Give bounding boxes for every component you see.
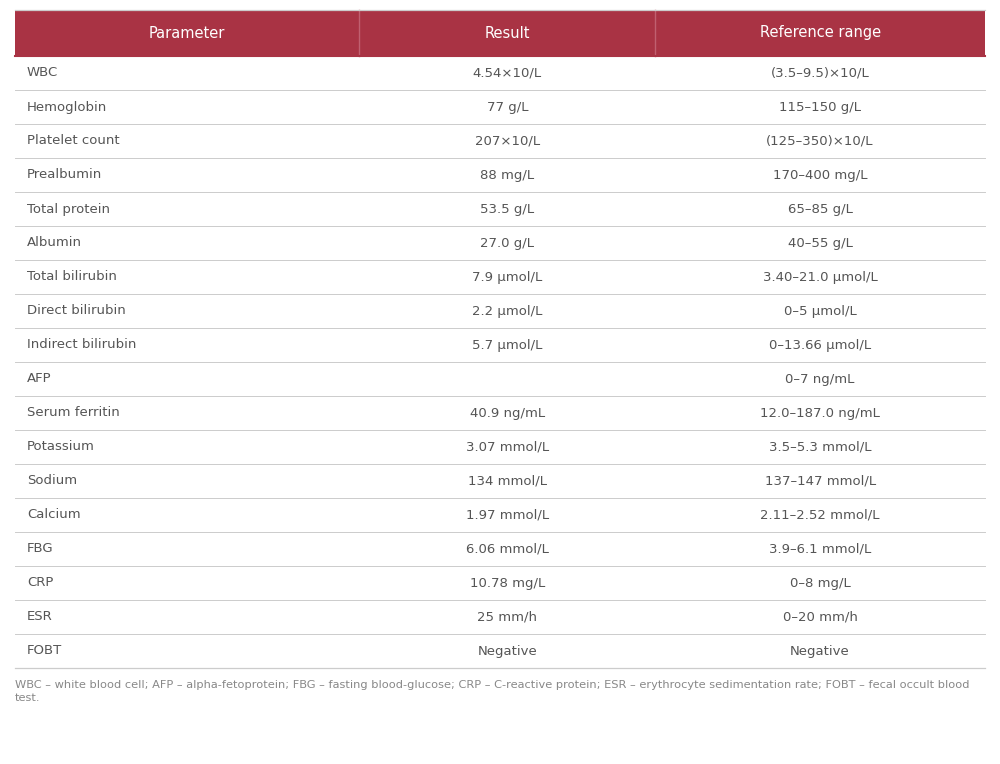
Text: Hemoglobin: Hemoglobin	[27, 101, 107, 114]
Text: 12.0–187.0 ng/mL: 12.0–187.0 ng/mL	[760, 406, 880, 419]
Text: 115–150 g/L: 115–150 g/L	[779, 101, 861, 114]
Text: Direct bilirubin: Direct bilirubin	[27, 305, 126, 318]
Text: 4.54×10/L: 4.54×10/L	[473, 66, 542, 79]
Text: (3.5–9.5)×10/L: (3.5–9.5)×10/L	[771, 66, 869, 79]
Text: Calcium: Calcium	[27, 509, 81, 522]
Text: 40.9 ng/mL: 40.9 ng/mL	[470, 406, 545, 419]
Text: WBC – white blood cell; AFP – alpha-fetoprotein; FBG – fasting blood-glucose; CR: WBC – white blood cell; AFP – alpha-feto…	[15, 680, 970, 690]
Text: 0–13.66 μmol/L: 0–13.66 μmol/L	[769, 338, 871, 351]
Text: 40–55 g/L: 40–55 g/L	[788, 237, 853, 250]
Text: Serum ferritin: Serum ferritin	[27, 406, 120, 419]
Text: Indirect bilirubin: Indirect bilirubin	[27, 338, 136, 351]
Text: Albumin: Albumin	[27, 237, 82, 250]
Text: 2.11–2.52 mmol/L: 2.11–2.52 mmol/L	[760, 509, 880, 522]
Text: 0–8 mg/L: 0–8 mg/L	[790, 577, 850, 590]
Text: 5.7 μmol/L: 5.7 μmol/L	[472, 338, 542, 351]
Text: Result: Result	[485, 25, 530, 40]
Text: 2.2 μmol/L: 2.2 μmol/L	[472, 305, 542, 318]
Text: 53.5 g/L: 53.5 g/L	[480, 202, 534, 215]
Text: Total protein: Total protein	[27, 202, 110, 215]
Text: 6.06 mmol/L: 6.06 mmol/L	[466, 542, 549, 555]
Text: 3.40–21.0 μmol/L: 3.40–21.0 μmol/L	[763, 270, 877, 283]
Text: AFP: AFP	[27, 373, 52, 386]
Text: Potassium: Potassium	[27, 441, 95, 454]
Text: 3.5–5.3 mmol/L: 3.5–5.3 mmol/L	[769, 441, 871, 454]
Text: Parameter: Parameter	[149, 25, 225, 40]
Text: 7.9 μmol/L: 7.9 μmol/L	[472, 270, 542, 283]
Text: 10.78 mg/L: 10.78 mg/L	[470, 577, 545, 590]
Bar	[15, 10, 985, 56]
Text: 137–147 mmol/L: 137–147 mmol/L	[765, 474, 876, 487]
Text: test.: test.	[15, 693, 40, 703]
Text: 0–5 μmol/L: 0–5 μmol/L	[784, 305, 856, 318]
Text: 27.0 g/L: 27.0 g/L	[480, 237, 534, 250]
Text: 0–7 ng/mL: 0–7 ng/mL	[785, 373, 855, 386]
Text: CRP: CRP	[27, 577, 53, 590]
Text: WBC: WBC	[27, 66, 58, 79]
Text: 170–400 mg/L: 170–400 mg/L	[773, 169, 867, 182]
Text: ESR: ESR	[27, 610, 53, 623]
Text: FOBT: FOBT	[27, 645, 62, 658]
Text: 25 mm/h: 25 mm/h	[477, 610, 537, 623]
Text: 88 mg/L: 88 mg/L	[480, 169, 534, 182]
Text: 1.97 mmol/L: 1.97 mmol/L	[466, 509, 549, 522]
Text: FBG: FBG	[27, 542, 54, 555]
Text: 207×10/L: 207×10/L	[475, 134, 540, 147]
Text: 3.9–6.1 mmol/L: 3.9–6.1 mmol/L	[769, 542, 871, 555]
Text: 65–85 g/L: 65–85 g/L	[788, 202, 853, 215]
Text: Total bilirubin: Total bilirubin	[27, 270, 117, 283]
Text: Platelet count: Platelet count	[27, 134, 120, 147]
Text: 77 g/L: 77 g/L	[487, 101, 528, 114]
Text: 0–20 mm/h: 0–20 mm/h	[783, 610, 858, 623]
Text: Reference range: Reference range	[760, 25, 881, 40]
Text: 134 mmol/L: 134 mmol/L	[468, 474, 547, 487]
Text: 3.07 mmol/L: 3.07 mmol/L	[466, 441, 549, 454]
Text: Sodium: Sodium	[27, 474, 77, 487]
Text: Negative: Negative	[477, 645, 537, 658]
Text: Prealbumin: Prealbumin	[27, 169, 102, 182]
Text: (125–350)×10/L: (125–350)×10/L	[766, 134, 874, 147]
Text: Negative: Negative	[790, 645, 850, 658]
